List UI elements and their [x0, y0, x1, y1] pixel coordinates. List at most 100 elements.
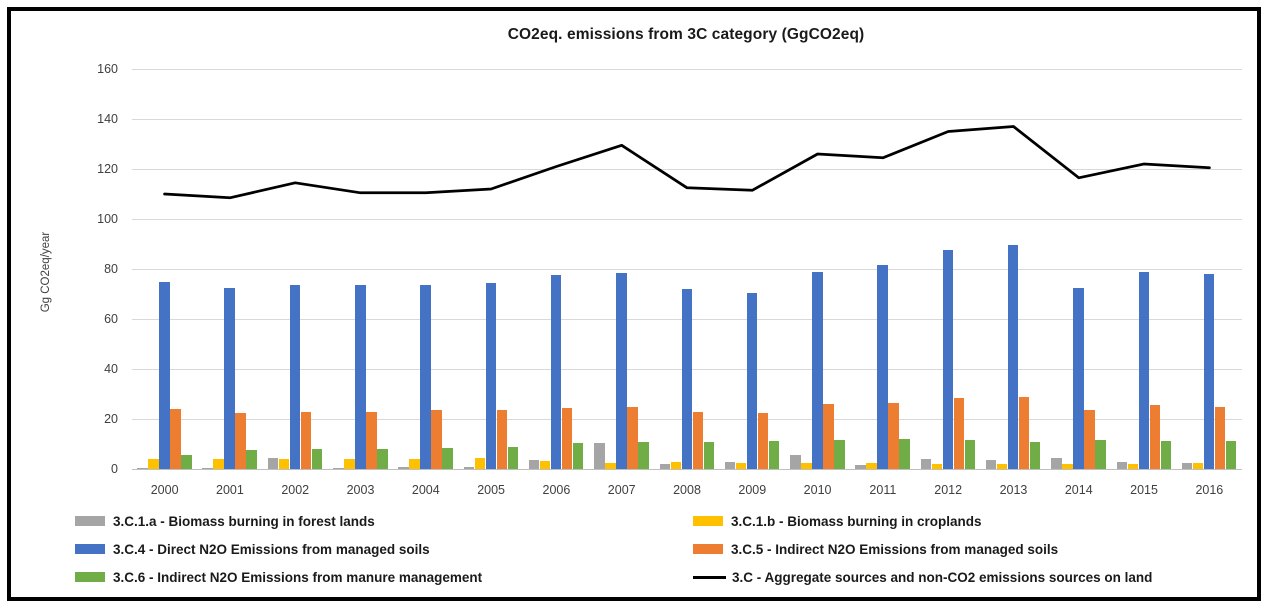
y-tick-label: 60: [104, 312, 118, 326]
y-tick-label: 100: [97, 212, 118, 226]
bar-series-3-year-2010: [812, 271, 823, 469]
bar-series-5-year-2013: [1029, 441, 1041, 469]
bar-series-1-year-2014: [1051, 458, 1062, 469]
bar-series-5-year-2009: [768, 441, 780, 469]
bar-series-4-year-2009: [757, 412, 769, 469]
x-tick-label: 2002: [281, 483, 310, 497]
bar-series-2-year-2013: [996, 464, 1008, 469]
x-tick-label: 2001: [216, 483, 244, 497]
bar-series-4-year-2015: [1149, 405, 1161, 469]
bar-series-4-year-2007: [627, 406, 638, 469]
gridline: [132, 268, 1242, 270]
bar-series-2-year-2005: [474, 458, 486, 469]
bar-series-3-year-2001: [224, 287, 235, 469]
bar-series-1-year-2015: [1116, 462, 1128, 469]
gridline: [132, 168, 1242, 170]
x-tick-label: 2005: [477, 483, 506, 497]
legend-entry-3: 3.C.4 - Direct N2O Emissions from manage…: [75, 542, 693, 557]
bar-series-2-year-2008: [670, 461, 681, 469]
x-tick-label: 2000: [150, 483, 179, 497]
legend-color-swatch-icon: [75, 516, 105, 526]
legend-label: 3.C.5 - Indirect N2O Emissions from mana…: [731, 541, 1059, 557]
bar-series-1-year-2011: [855, 465, 866, 469]
x-tick-label: 2008: [673, 483, 701, 497]
bar-series-3-year-2009: [746, 292, 758, 469]
bar-series-5-year-2012: [964, 440, 976, 469]
bar-series-5-year-2006: [572, 442, 584, 469]
bar-series-3-year-2008: [681, 289, 692, 469]
legend-color-swatch-icon: [75, 572, 105, 582]
y-tick-label: 160: [97, 62, 118, 76]
bar-series-5-year-2010: [834, 439, 845, 469]
gridline: [132, 68, 1242, 70]
x-tick-label: 2003: [346, 483, 375, 497]
bar-series-1-year-2010: [790, 455, 801, 469]
bar-series-2-year-2003: [344, 459, 355, 469]
bar-series-5-year-2015: [1160, 441, 1172, 469]
bar-series-5-year-2016: [1225, 440, 1237, 469]
chart-title: CO2eq. emissions from 3C category (GgCO2…: [507, 26, 865, 43]
legend: 3.C.1.a - Biomass burning in forest land…: [75, 507, 1245, 591]
bar-series-2-year-2000: [148, 459, 159, 469]
bar-series-1-year-2000: [137, 468, 148, 469]
bar-series-5-year-2002: [311, 449, 323, 469]
bar-series-1-year-2009: [724, 461, 736, 469]
bar-series-5-year-2003: [377, 449, 388, 469]
bar-series-5-year-2014: [1095, 440, 1106, 469]
bar-series-5-year-2008: [703, 441, 714, 469]
legend-entry-4: 3.C.5 - Indirect N2O Emissions from mana…: [693, 542, 1245, 557]
bar-series-1-year-2013: [985, 459, 997, 469]
x-tick-label: 2007: [607, 483, 636, 497]
bar-series-2-year-2007: [605, 462, 616, 469]
legend-label: 3.C.1.a - Biomass burning in forest land…: [113, 513, 375, 529]
bar-series-1-year-2007: [594, 442, 605, 469]
bar-series-1-year-2002: [267, 457, 279, 469]
bar-series-5-year-2007: [638, 441, 649, 469]
bar-series-2-year-2006: [539, 460, 551, 469]
bar-series-4-year-2016: [1214, 406, 1226, 469]
bar-series-3-year-2014: [1073, 287, 1084, 469]
plot-area: [132, 68, 1242, 470]
bar-series-4-year-2005: [496, 410, 508, 469]
bar-series-2-year-2015: [1127, 463, 1139, 469]
legend-color-swatch-icon: [693, 516, 723, 526]
bar-series-4-year-2010: [823, 404, 834, 469]
legend-color-swatch-icon: [75, 544, 105, 554]
bar-series-4-year-2001: [235, 412, 246, 469]
y-tick-label: 0: [111, 462, 118, 476]
bar-series-3-year-2000: [159, 281, 170, 469]
bar-series-5-year-2005: [507, 447, 519, 469]
bar-series-3-year-2003: [355, 285, 366, 469]
legend-label: 3.C.6 - Indirect N2O Emissions from manu…: [113, 569, 483, 585]
bar-series-5-year-2000: [181, 455, 192, 469]
bar-series-3-year-2015: [1138, 271, 1150, 469]
bar-series-1-year-2016: [1181, 462, 1193, 469]
legend-entry-6: 3.C - Aggregate sources and non-CO2 emis…: [693, 570, 1245, 585]
bar-series-2-year-2014: [1062, 463, 1073, 469]
bar-series-4-year-2014: [1084, 410, 1095, 469]
bar-series-4-year-2011: [888, 402, 899, 469]
bar-series-4-year-2003: [366, 411, 377, 469]
x-tick-label: 2009: [738, 483, 767, 497]
bar-series-2-year-2002: [278, 458, 290, 469]
x-tick-label: 2010: [803, 483, 832, 497]
legend-entry-5: 3.C.6 - Indirect N2O Emissions from manu…: [75, 570, 693, 585]
bar-series-2-year-2011: [866, 462, 877, 469]
bar-series-1-year-2006: [528, 459, 540, 469]
y-tick-label: 140: [97, 112, 118, 126]
bar-series-1-year-2005: [463, 467, 475, 469]
legend-color-swatch-icon: [693, 544, 723, 554]
bar-series-3-year-2004: [420, 285, 431, 469]
gridline: [132, 118, 1242, 120]
gridline: [132, 468, 1242, 470]
y-tick-label: 120: [97, 162, 118, 176]
bar-series-4-year-2012: [953, 397, 965, 469]
y-axis-title: Gg CO2eq/year: [40, 231, 52, 313]
bar-series-1-year-2012: [920, 459, 932, 469]
y-tick-label: 40: [104, 362, 118, 376]
x-tick-label: 2004: [411, 483, 440, 497]
bar-series-1-year-2008: [659, 464, 670, 469]
gridline: [132, 218, 1242, 220]
bar-series-1-year-2004: [398, 467, 409, 469]
